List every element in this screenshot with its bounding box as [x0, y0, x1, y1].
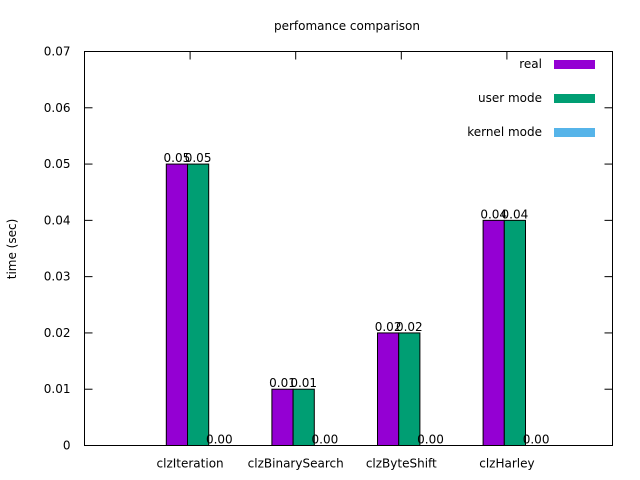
legend-swatch [554, 128, 595, 137]
bars [165, 163, 526, 447]
bar-user-mode [292, 388, 315, 447]
y-tick-label: 0.03 [44, 270, 71, 284]
y-tick-label: 0 [63, 439, 71, 453]
bar-value-label: 0.00 [206, 433, 233, 447]
legend: real user mode kernel mode [467, 57, 595, 139]
bar-user-mode [398, 332, 421, 446]
x-axis: clzIteration clzBinarySearch clzByteShift c… [157, 51, 535, 471]
y-tick-label: 0.01 [44, 382, 71, 396]
y-axis: 0 0.01 0.02 0.03 0.04 0.05 0.06 0.07 [44, 45, 613, 453]
bar-user-mode [503, 219, 526, 446]
x-tick-label: clzBinarySearch [248, 457, 344, 471]
bar-value-label: 0.00 [417, 433, 444, 447]
legend-label: user mode [478, 91, 542, 105]
bar-user-mode [187, 163, 210, 446]
bar-value-label: 0.02 [396, 320, 423, 334]
bar-value-label: 0.00 [523, 433, 550, 447]
chart-title: perfomance comparison [274, 19, 420, 33]
bar-value-label: 0.04 [502, 207, 529, 221]
bar-value-label: 0.01 [290, 376, 317, 390]
y-tick-label: 0.02 [44, 326, 71, 340]
legend-label: real [519, 57, 542, 71]
x-tick-label: clzIteration [157, 457, 224, 471]
y-tick-label: 0.06 [44, 101, 71, 115]
legend-swatch [554, 94, 595, 103]
bar-real [271, 388, 294, 447]
bar-value-label: 0.00 [312, 433, 339, 447]
bar-real [165, 163, 189, 446]
plot-frame [84, 51, 613, 446]
bar-real [482, 219, 505, 446]
bar-value-label: 0.04 [480, 207, 507, 221]
y-tick-label: 0.07 [44, 45, 71, 59]
bar-value-label: 0.02 [375, 320, 402, 334]
y-tick-label: 0.05 [44, 157, 71, 171]
bar-value-label: 0.05 [185, 151, 212, 165]
bar-value-label: 0.01 [269, 376, 296, 390]
bar-value-labels: 0.050.05 0.00 0.010.01 0.00 0.020.02 0.00 0.04… [164, 151, 550, 446]
x-tick-label: clzHarley [479, 457, 534, 471]
legend-swatch [554, 60, 595, 69]
bar-value-label: 0.05 [164, 151, 191, 165]
y-tick-label: 0.04 [44, 213, 71, 227]
legend-label: kernel mode [467, 125, 542, 139]
x-tick-label: clzByteShift [366, 457, 437, 471]
bar-real [377, 332, 400, 446]
y-axis-label: time (sec) [5, 219, 19, 280]
